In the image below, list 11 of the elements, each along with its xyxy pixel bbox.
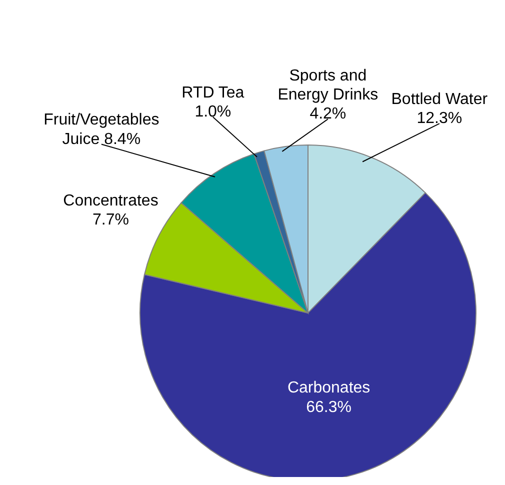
data-label: 1.0% <box>194 104 232 121</box>
slice-label: Fruit/Vegetables Juice 8.4% <box>44 112 160 148</box>
data-label: 7.7% <box>92 212 129 229</box>
data-label: 12.3% <box>416 110 462 128</box>
slice-label: Concentrates <box>63 192 158 210</box>
data-label: 4.2% <box>310 106 346 123</box>
data-label: 66.3% <box>306 398 352 416</box>
slice-label: Bottled Water <box>391 90 488 108</box>
slice-label: Carbonates <box>287 380 370 397</box>
slice-label: RTD Tea <box>182 84 244 102</box>
slice-label: Sports and Energy Drinks <box>278 67 378 104</box>
